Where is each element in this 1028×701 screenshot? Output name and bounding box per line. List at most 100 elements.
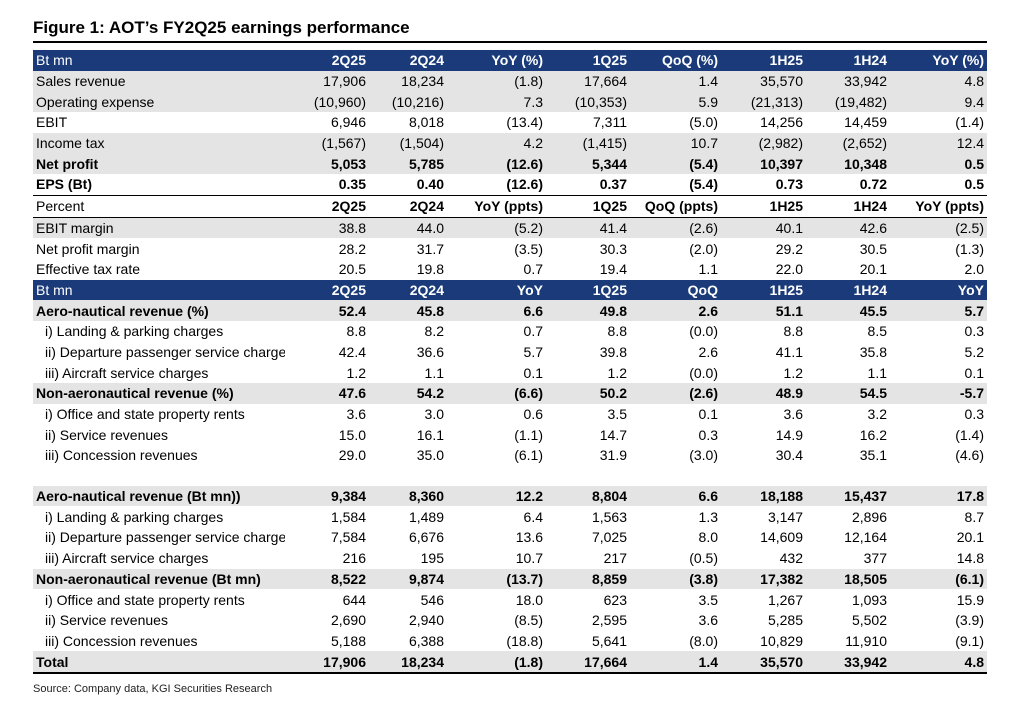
table-cell: 42.4 bbox=[338, 343, 366, 360]
table-cell: 6,388 bbox=[408, 632, 444, 649]
table-cell: 16.2 bbox=[859, 426, 887, 443]
table-cell: 8.8 bbox=[607, 323, 627, 340]
table-row: ii) Departure passenger service charges 7… bbox=[33, 527, 987, 548]
table-cell: 2,690 bbox=[330, 612, 366, 629]
table-cell: 1.1 bbox=[698, 261, 718, 278]
table-cell bbox=[447, 466, 546, 486]
table-cell: 0.40 bbox=[416, 176, 444, 193]
table-cell bbox=[546, 466, 630, 486]
table-cell: 4.2 bbox=[447, 132, 546, 154]
row-label: i) Landing & parking charges bbox=[45, 323, 224, 340]
table-row: ii) Service revenues 2,690 2,940 (8.5) 2,595… bbox=[33, 610, 987, 631]
table-cell: 0.73 bbox=[775, 176, 803, 193]
table-cell: (3.5) bbox=[514, 240, 543, 257]
table-cell: 19.8 bbox=[416, 261, 444, 278]
table-cell: 40.1 bbox=[721, 217, 806, 239]
table-cell: (5.0) bbox=[689, 114, 718, 131]
row-label: EBIT bbox=[36, 114, 68, 131]
table-cell: 18,188 bbox=[721, 485, 806, 507]
table-cell: 8.8 bbox=[783, 323, 803, 340]
row-label: Non-aeronautical revenue (Bt mn) bbox=[33, 568, 285, 590]
table-cell: 2,940 bbox=[408, 612, 444, 629]
row-label: iii) Aircraft service charges bbox=[45, 364, 209, 381]
table-cell: 8.7 bbox=[964, 508, 984, 525]
table-cell: (13.4) bbox=[506, 114, 543, 131]
table-cell: (6.1) bbox=[890, 568, 987, 590]
table-cell: 1H24 bbox=[806, 50, 890, 71]
table-cell: (2.0) bbox=[689, 240, 718, 257]
table-cell: 8.5 bbox=[867, 323, 887, 340]
table-cell: 644 bbox=[342, 591, 366, 608]
table-cell: 5,641 bbox=[591, 632, 627, 649]
table-cell: YoY bbox=[890, 279, 987, 301]
table-cell: 38.8 bbox=[285, 217, 369, 239]
table-cell: (5.4) bbox=[689, 176, 718, 193]
table-row: EPS (Bt) 0.35 0.40 (12.6) 0.37 (5.4) 0.73 0.72 0… bbox=[33, 174, 987, 195]
table-cell: (6.6) bbox=[447, 383, 546, 404]
table-cell: 41.1 bbox=[775, 343, 803, 360]
table-cell: 20.5 bbox=[338, 261, 366, 278]
table-cell: 10.7 bbox=[515, 550, 543, 567]
table-cell: 6.4 bbox=[523, 508, 543, 525]
table-row: Effective tax rate 20.5 19.8 0.7 19.4 1.1 22.0… bbox=[33, 259, 987, 280]
row-label: ii) Departure passenger service charges bbox=[45, 343, 285, 360]
table-row: ii) Service revenues 15.0 16.1 (1.1) 14.7 0.3… bbox=[33, 424, 987, 445]
table-row: i) Office and state property rents 644 546… bbox=[33, 589, 987, 610]
table-cell: 6,946 bbox=[330, 114, 366, 131]
table-cell: 0.1 bbox=[964, 364, 984, 381]
table-cell: 5,285 bbox=[767, 612, 803, 629]
table-cell: 5.7 bbox=[890, 300, 987, 321]
table-cell: (5.2) bbox=[447, 217, 546, 239]
table-cell: 18,234 bbox=[369, 70, 447, 92]
table-cell: 17,382 bbox=[721, 568, 806, 590]
table-cell: (1.8) bbox=[447, 651, 546, 674]
table-cell: 35.8 bbox=[859, 343, 887, 360]
table-cell: 217 bbox=[603, 550, 627, 567]
table-cell: (1.8) bbox=[447, 70, 546, 92]
table-cell: 377 bbox=[863, 550, 887, 567]
table-cell: 1.2 bbox=[346, 364, 366, 381]
table-cell: 29.0 bbox=[338, 447, 366, 464]
row-label: iii) Concession revenues bbox=[45, 632, 198, 649]
table-row: EBIT margin 38.8 44.0 (5.2) 41.4 (2.6) 40.1 42.… bbox=[33, 217, 987, 239]
row-label: i) Landing & parking charges bbox=[45, 508, 224, 525]
table-cell: QoQ (%) bbox=[630, 50, 721, 71]
table-row: Bt mn 2Q25 2Q24 YoY (%) 1Q25 QoQ (%) 1H25 1H24 Y… bbox=[33, 50, 987, 71]
table-cell: 9,384 bbox=[285, 485, 369, 507]
row-label: Net profit margin bbox=[36, 240, 140, 257]
table-cell: (12.6) bbox=[447, 153, 546, 175]
table-cell: 1H25 bbox=[721, 194, 806, 218]
table-cell: 42.6 bbox=[806, 217, 890, 239]
table-cell: (13.7) bbox=[447, 568, 546, 590]
table-cell: 6,676 bbox=[408, 529, 444, 546]
table-cell: 216 bbox=[342, 550, 366, 567]
table-cell: 1,584 bbox=[330, 508, 366, 525]
table-cell: (1,415) bbox=[546, 132, 630, 154]
table-row: Income tax (1,567) (1,504) 4.2 (1,415) 10.7 (2… bbox=[33, 132, 987, 154]
table-cell: 5,502 bbox=[851, 612, 887, 629]
table-cell: 5,188 bbox=[330, 632, 366, 649]
table-cell: 51.1 bbox=[721, 300, 806, 321]
table-cell: (10,353) bbox=[546, 91, 630, 113]
table-row: Operating expense (10,960) (10,216) 7.3 (10,… bbox=[33, 91, 987, 113]
table-cell: (6.1) bbox=[514, 447, 543, 464]
table-cell: 1.2 bbox=[607, 364, 627, 381]
table-cell: 3.6 bbox=[346, 406, 366, 423]
table-cell: 14,609 bbox=[760, 529, 803, 546]
figure-title: Figure 1: AOT’s FY2Q25 earnings performa… bbox=[33, 18, 410, 37]
row-label: EBIT margin bbox=[33, 217, 285, 239]
table-row: iii) Aircraft service charges 216 195 10.7 2… bbox=[33, 548, 987, 569]
table-cell: (2.6) bbox=[630, 383, 721, 404]
table-cell: 31.9 bbox=[599, 447, 627, 464]
table-cell: 48.9 bbox=[721, 383, 806, 404]
table-cell: 546 bbox=[420, 591, 444, 608]
table-cell bbox=[630, 466, 721, 486]
table-cell: 18.0 bbox=[515, 591, 543, 608]
table-cell: 1H25 bbox=[721, 50, 806, 71]
table-cell: 10,348 bbox=[806, 153, 890, 175]
table-cell: (8.5) bbox=[514, 612, 543, 629]
table-row: Non-aeronautical revenue (%) 47.6 54.2 (6.6… bbox=[33, 383, 987, 404]
table-cell: 7,311 bbox=[593, 114, 627, 131]
table-cell: 2Q25 bbox=[285, 279, 369, 301]
table-cell: 3.0 bbox=[424, 406, 444, 423]
